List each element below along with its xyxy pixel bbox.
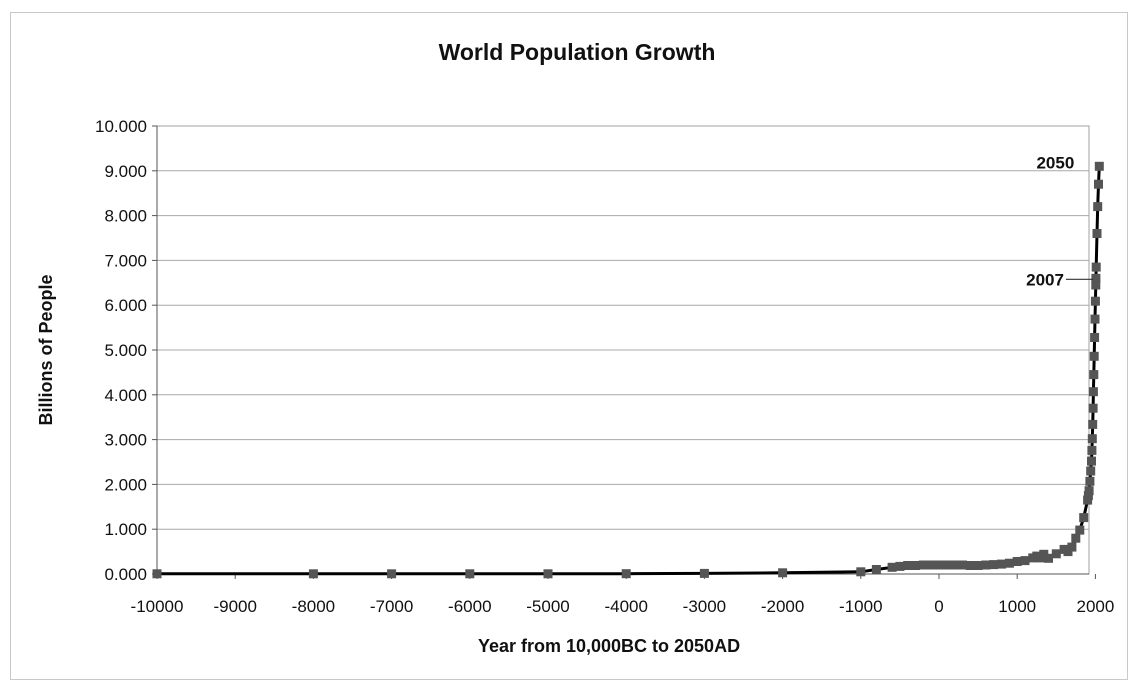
y-tick-label: 3.000 [104,431,147,450]
y-tick-label: 0.000 [104,565,147,584]
data-point [942,561,951,570]
data-point [544,569,553,578]
y-axis-label: Billions of People [36,274,56,425]
data-point [911,561,920,570]
data-point [1071,534,1080,543]
annotation-label: 2050 [1036,153,1074,172]
data-point [1044,554,1053,563]
x-tick-label: 2000 [1076,597,1114,616]
data-point [387,569,396,578]
data-point [1067,543,1076,552]
grid-lines [157,171,1089,529]
x-tick-label: -6000 [448,597,491,616]
data-point [1091,315,1100,324]
x-tick-label: -2000 [761,597,804,616]
series-world-population [153,162,1104,579]
y-tick-label: 2.000 [104,475,147,494]
x-tick-label: -8000 [292,597,335,616]
data-point [1087,457,1096,466]
data-point [919,561,928,570]
data-point [950,561,959,570]
data-point [966,561,975,570]
data-point [958,561,967,570]
data-point [1079,513,1088,522]
y-tick-label: 9.000 [104,162,147,181]
x-tick-label: 1000 [998,597,1036,616]
y-axis-ticks: 0.000 1.000 2.000 3.000 4.000 5.000 6.000 7.000… [95,117,157,584]
data-point [1089,404,1098,413]
annotation-label: 2007 [1026,270,1064,289]
data-point [1013,557,1022,566]
x-tick-label: -10000 [131,597,184,616]
data-point [1090,333,1099,342]
x-axis-label: Year from 10,000BC to 2050AD [478,636,740,656]
data-point [974,561,983,570]
data-point [700,569,709,578]
data-point [1088,434,1097,443]
data-point [927,561,936,570]
data-point [1093,202,1102,211]
x-axis-ticks: -10000 -9000 -8000 -7000 -6000 -5000 -4000 -300… [131,574,1115,616]
data-point [1092,263,1101,272]
data-point [997,560,1006,569]
y-tick-label: 10.000 [95,117,147,136]
data-point [778,568,787,577]
series-line [157,166,1099,574]
data-point [1086,467,1095,476]
y-tick-label: 4.000 [104,386,147,405]
x-tick-label: -5000 [526,597,569,616]
data-point [1075,526,1084,535]
data-point [1091,274,1100,283]
data-point [1052,549,1061,558]
data-point [935,561,944,570]
data-point [1021,556,1030,565]
data-point [903,561,912,570]
y-tick-label: 7.000 [104,251,147,270]
x-tick-label: -7000 [370,597,413,616]
x-tick-label: -1000 [839,597,882,616]
x-tick-label: 0 [934,597,943,616]
data-point [465,569,474,578]
data-point [1094,180,1103,189]
data-point [872,565,881,574]
x-tick-label: -9000 [213,597,256,616]
data-point [1085,486,1094,495]
data-point [1087,446,1096,455]
data-point [153,569,162,578]
x-tick-label: -4000 [604,597,647,616]
data-point [1090,352,1099,361]
data-point [1093,229,1102,238]
data-point [1095,162,1104,171]
data-point [989,560,998,569]
annotations: 2050 2007 [1026,153,1093,289]
data-point [1088,420,1097,429]
y-tick-label: 5.000 [104,341,147,360]
y-tick-label: 8.000 [104,207,147,226]
data-point [888,563,897,572]
y-tick-label: 6.000 [104,296,147,315]
data-point [622,569,631,578]
data-point [1091,297,1100,306]
y-tick-label: 1.000 [104,520,147,539]
data-point [1089,370,1098,379]
data-point [981,561,990,570]
data-point [309,569,318,578]
data-point [1005,559,1014,568]
data-point [895,562,904,571]
data-point [1085,477,1094,486]
data-point [856,567,865,576]
x-tick-label: -3000 [683,597,726,616]
data-point [1089,387,1098,396]
chart-title: World Population Growth [439,39,716,65]
